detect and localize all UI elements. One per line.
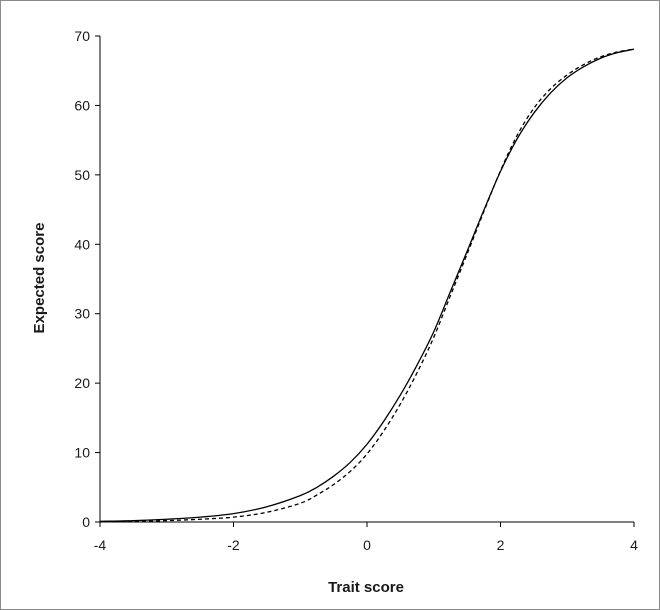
- tick-marks: [95, 35, 635, 527]
- tick-labels: 0 10 20 30 40 50 60 70 -4 -2 0 2 4: [74, 28, 638, 553]
- y-tick-label: 40: [74, 236, 90, 252]
- y-tick-label: 0: [82, 514, 90, 530]
- solid-series-line: [99, 48, 635, 522]
- y-axis-title: Expected score: [31, 223, 48, 334]
- x-tick-label: 2: [497, 537, 505, 553]
- y-tick-label: 50: [74, 167, 90, 183]
- dashed-series-line: [99, 48, 635, 523]
- x-tick-label: -2: [227, 537, 240, 553]
- x-tick-label: 0: [363, 537, 371, 553]
- y-tick-label: 60: [74, 97, 90, 113]
- axes: [99, 36, 634, 523]
- y-tick-label: 70: [74, 28, 90, 44]
- y-tick-label: 30: [74, 306, 90, 322]
- x-axis-title: Trait score: [328, 579, 404, 596]
- y-tick-label: 10: [74, 445, 90, 461]
- y-tick-label: 20: [74, 375, 90, 391]
- x-tick-label: 4: [630, 537, 638, 553]
- x-tick-label: -4: [94, 537, 107, 553]
- series-lines: [99, 48, 635, 523]
